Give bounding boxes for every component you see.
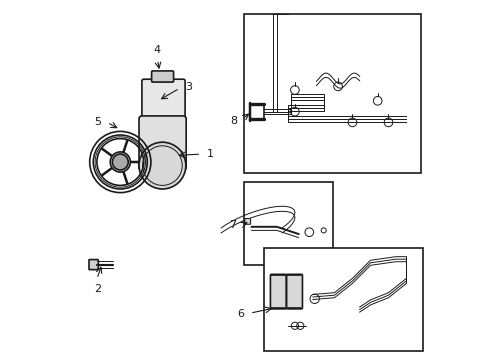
Circle shape (112, 154, 128, 170)
Text: 8: 8 (230, 116, 237, 126)
Text: 5: 5 (94, 117, 102, 127)
Bar (264, 248, 422, 351)
Text: 4: 4 (154, 45, 161, 55)
Bar (244, 182, 332, 265)
Bar (244, 14, 420, 173)
FancyBboxPatch shape (151, 71, 173, 82)
FancyBboxPatch shape (139, 116, 186, 170)
Circle shape (139, 142, 185, 189)
FancyBboxPatch shape (89, 260, 98, 270)
Circle shape (110, 152, 130, 172)
FancyBboxPatch shape (270, 274, 285, 309)
Text: 7: 7 (229, 220, 236, 230)
Text: 1: 1 (206, 149, 213, 159)
Text: 6: 6 (237, 309, 244, 319)
FancyBboxPatch shape (286, 274, 302, 309)
Text: 2: 2 (94, 284, 101, 294)
FancyBboxPatch shape (171, 151, 182, 159)
FancyBboxPatch shape (244, 219, 250, 224)
Text: 3: 3 (185, 82, 192, 92)
FancyBboxPatch shape (142, 79, 185, 122)
